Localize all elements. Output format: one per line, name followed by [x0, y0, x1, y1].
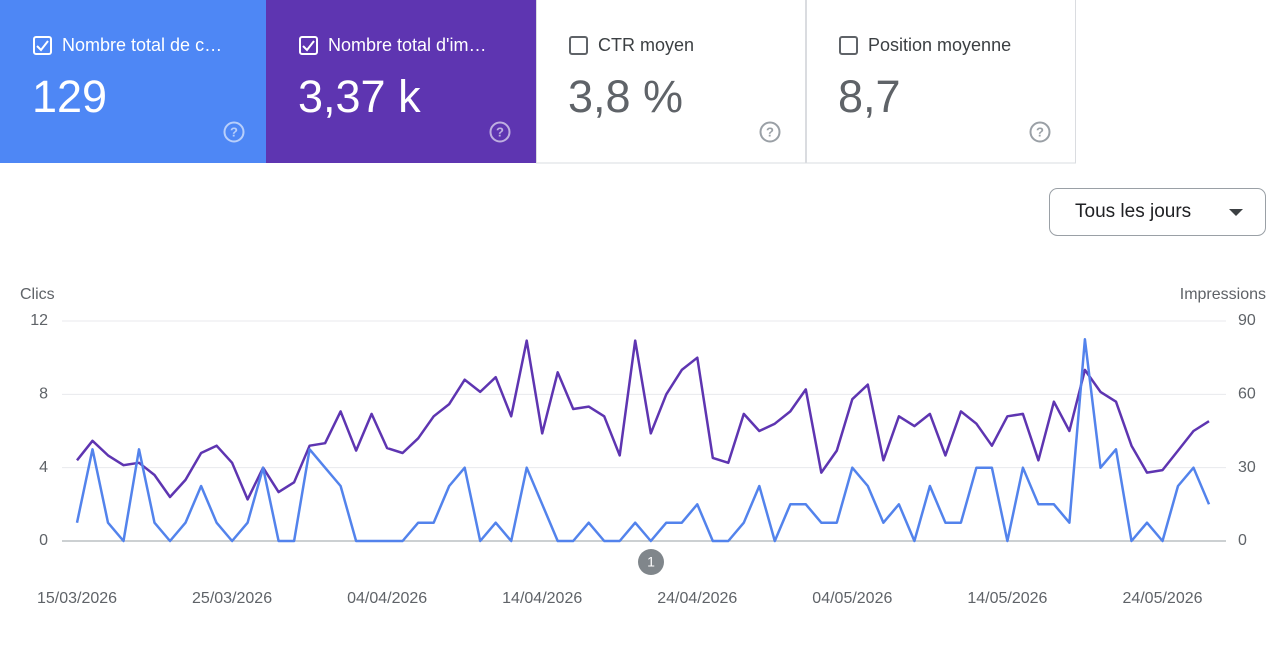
card-label: Position moyenne	[868, 35, 1011, 55]
help-mark: ?	[766, 124, 774, 139]
y2-axis-title: Impressions	[1180, 286, 1266, 303]
y2-tick-label: 90	[1238, 312, 1256, 329]
metric-card[interactable]: Nombre total de c… 129?	[0, 0, 270, 163]
card-label: CTR moyen	[598, 35, 694, 55]
help-icon[interactable]	[759, 121, 781, 143]
annotation-label[interactable]: 1	[647, 554, 655, 570]
metric-card[interactable]: Nombre total d'im… 3,37 k?	[266, 0, 536, 163]
x-tick-label: 24/05/2026	[1122, 590, 1202, 607]
y-tick-label: 8	[39, 386, 48, 403]
checkbox[interactable]	[33, 36, 52, 55]
x-tick-label: 04/04/2026	[347, 590, 427, 607]
dropdown-arrow[interactable]	[1229, 209, 1243, 216]
help-mark: ?	[230, 124, 238, 139]
help-mark: ?	[1036, 124, 1044, 139]
card-value: 3,8 %	[568, 71, 683, 122]
help-icon[interactable]	[223, 121, 245, 143]
y-tick-label: 0	[39, 532, 48, 549]
checkbox[interactable]	[299, 36, 318, 55]
dropdown[interactable]: Tous les jours	[1049, 188, 1266, 236]
card-label: Nombre total de c…	[62, 35, 222, 55]
help-mark: ?	[496, 124, 504, 139]
card-value: 3,37 k	[298, 71, 421, 122]
x-tick-label: 24/04/2026	[657, 590, 737, 607]
card-value: 129	[32, 71, 107, 122]
help-icon[interactable]	[1029, 121, 1051, 143]
metric-card[interactable]: Position moyenne 8,7?	[806, 0, 1076, 164]
x-tick-label: 14/04/2026	[502, 590, 582, 607]
y2-tick-label: 60	[1238, 386, 1256, 403]
x-tick-label: 25/03/2026	[192, 590, 272, 607]
series-line	[75, 338, 1211, 543]
y-axis-title: Clics	[20, 286, 55, 303]
checkmark[interactable]	[302, 40, 315, 52]
x-tick-label: 15/03/2026	[37, 590, 117, 607]
y2-tick-label: 30	[1238, 459, 1256, 476]
card-label: Nombre total d'im…	[328, 35, 486, 55]
checkbox[interactable]	[569, 36, 588, 55]
card-value: 8,7	[838, 71, 901, 122]
series-line	[76, 339, 1210, 501]
metric-card[interactable]: CTR moyen 3,8 %?	[536, 0, 806, 164]
x-tick-label: 04/05/2026	[812, 590, 892, 607]
checkmark[interactable]	[36, 40, 49, 52]
y-tick-label: 12	[30, 312, 48, 329]
help-icon[interactable]	[489, 121, 511, 143]
dropdown-label[interactable]: Tous les jours	[1075, 201, 1191, 222]
dropdown-box[interactable]	[1049, 188, 1266, 236]
checkbox[interactable]	[839, 36, 858, 55]
y-tick-label: 4	[39, 459, 48, 476]
y2-tick-label: 0	[1238, 532, 1247, 549]
x-tick-label: 14/05/2026	[967, 590, 1047, 607]
annotation-marker[interactable]	[638, 549, 664, 575]
